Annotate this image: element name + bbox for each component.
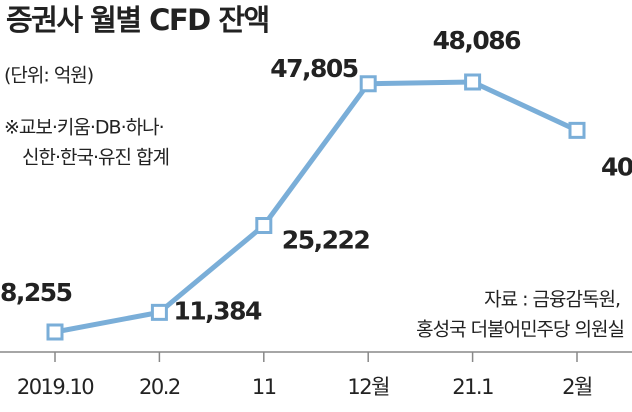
- marker: [150, 303, 168, 321]
- marker: [255, 217, 273, 235]
- value-label: 25,222: [282, 226, 370, 255]
- marker: [464, 73, 482, 91]
- value-label: 40,380: [601, 152, 632, 181]
- note: 신한·한국·유진 합계: [22, 147, 169, 169]
- value-label: 11,384: [173, 296, 262, 325]
- x-tick-label: 2월: [562, 375, 592, 399]
- source: 자료 : 금융감독원,: [484, 289, 620, 311]
- note: ※교보·키움·DB·하나·: [4, 117, 164, 139]
- line: [54, 79, 579, 335]
- value-label: 48,086: [433, 26, 522, 55]
- x-tick-label: 21.1: [452, 375, 493, 399]
- chart-title: 증권사 월별 CFD 잔액: [6, 3, 269, 37]
- x-tick-label: 11: [252, 375, 276, 399]
- source: 홍성국 더불어민주당 의원실: [416, 319, 624, 341]
- marker: [359, 75, 377, 93]
- x-tick-label: 12월: [347, 375, 389, 399]
- value-label: 47,805: [270, 54, 358, 83]
- marker: [568, 121, 586, 139]
- x-tick-label: 20.2: [139, 375, 180, 399]
- x-tick-label: 2019.10: [17, 375, 93, 399]
- marker: [46, 323, 64, 341]
- subtitle: (단위: 억원): [4, 65, 93, 87]
- value-label: 8,255: [0, 278, 72, 307]
